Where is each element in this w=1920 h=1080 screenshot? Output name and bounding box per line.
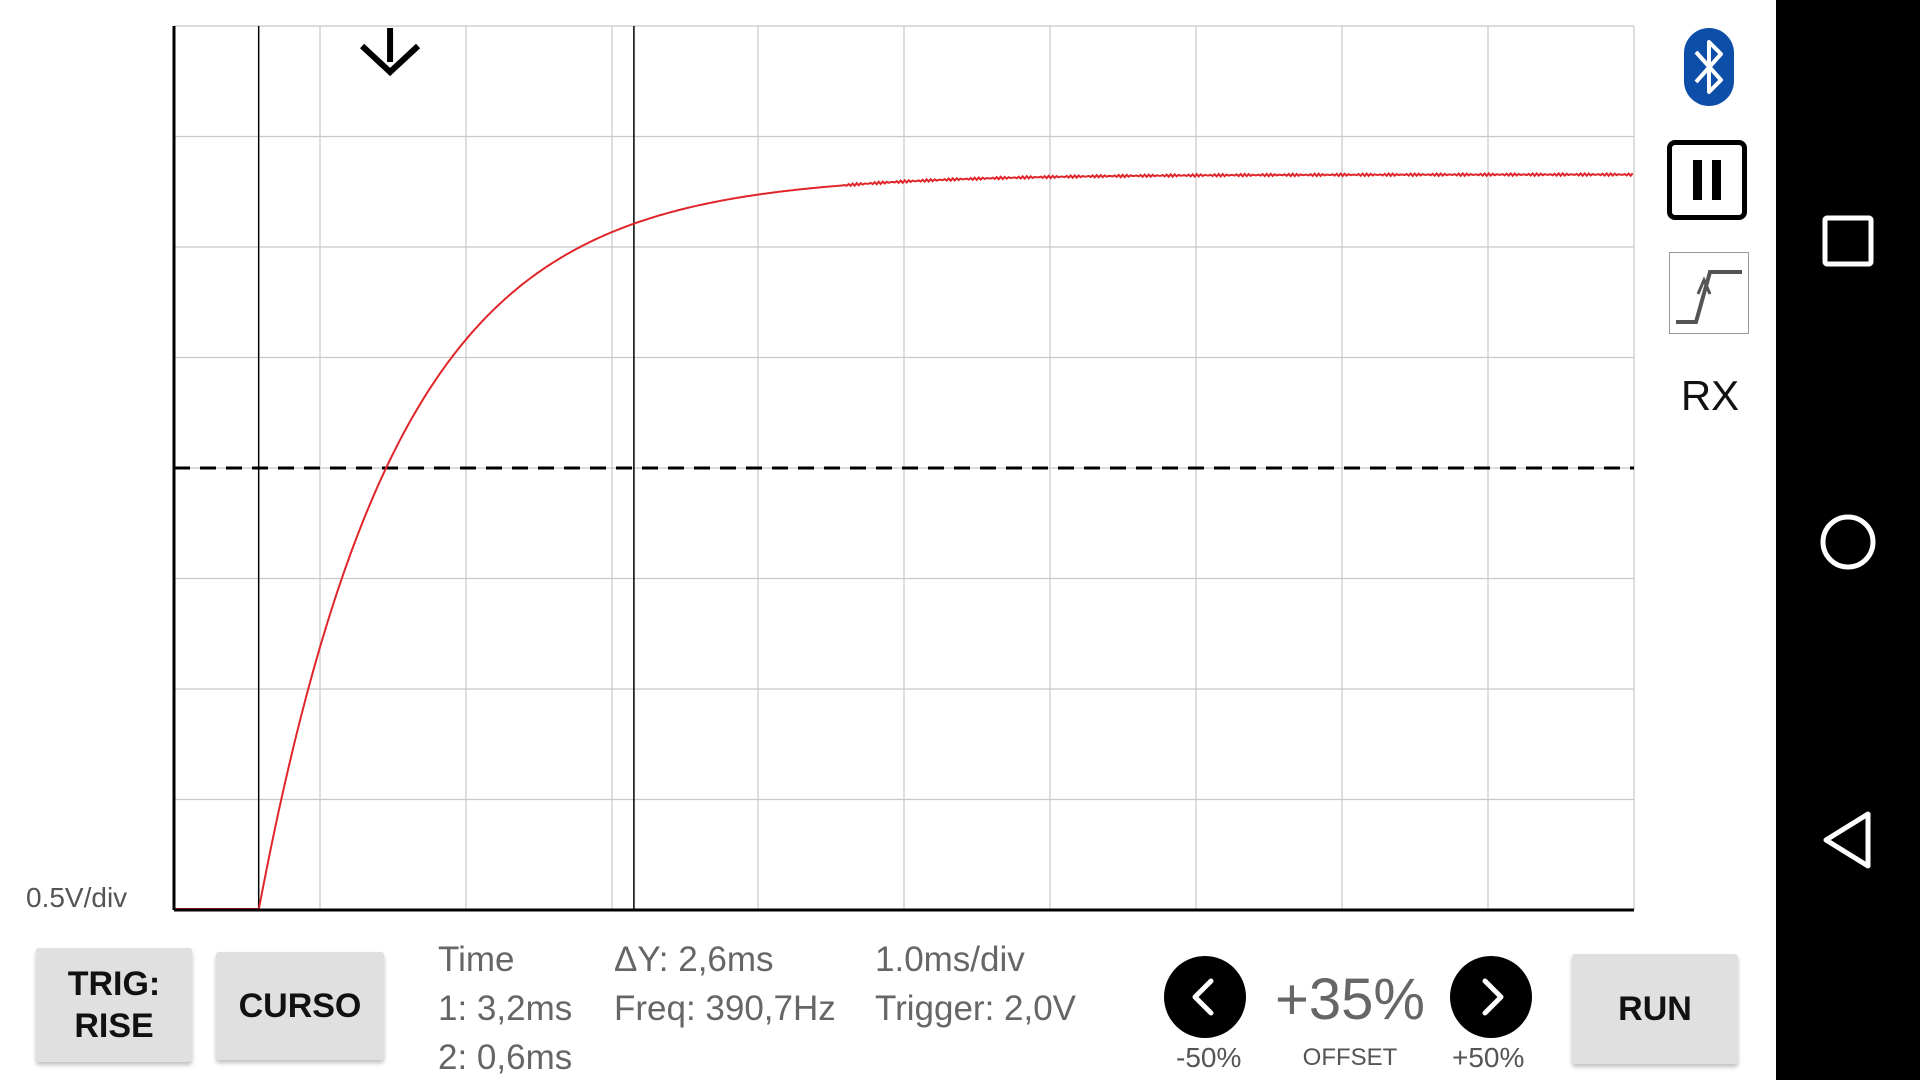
trigger-arrow-icon[interactable] [360, 28, 421, 77]
trigger-edge-button[interactable] [1669, 252, 1749, 334]
back-icon[interactable] [1820, 810, 1876, 870]
trigger-rise-icon [1676, 270, 1742, 324]
cursor-2-time: 2: 0,6ms [438, 1038, 573, 1077]
offset-decrease-button[interactable] [1164, 956, 1246, 1038]
trigger-mode-label-2: RISE [74, 1007, 154, 1045]
trigger-mode-button[interactable]: TRIG: RISE [36, 948, 192, 1062]
cursor-button[interactable]: CURSO [216, 952, 384, 1060]
cursor-1-time: 1: 3,2ms [438, 989, 573, 1028]
pause-icon [1693, 160, 1721, 200]
signal-trace [174, 171, 1634, 911]
run-button[interactable]: RUN [1572, 954, 1738, 1064]
volts-per-div-label: 0.5V/div [26, 882, 128, 913]
scope-grid [173, 25, 1635, 911]
delta-y-readout: ΔY: 2,6ms [614, 940, 774, 979]
recents-icon[interactable] [1822, 215, 1874, 267]
offset-value: +35% [1275, 967, 1425, 1032]
frequency-readout: Freq: 390,7Hz [614, 989, 836, 1028]
system-navigation-bar [1776, 0, 1920, 1080]
offset-minus-label: -50% [1176, 1042, 1242, 1073]
chevron-right-icon [1482, 978, 1504, 1016]
pause-button[interactable] [1667, 140, 1747, 220]
trigger-level-readout: Trigger: 2,0V [875, 989, 1077, 1028]
bluetooth-icon [1684, 28, 1734, 106]
time-header: Time [438, 940, 515, 979]
offset-increase-button[interactable] [1450, 956, 1532, 1038]
trigger-mode-label-1: TRIG: [67, 965, 161, 1003]
home-icon[interactable] [1818, 512, 1878, 572]
offset-plus-label: +50% [1452, 1042, 1525, 1073]
chevron-left-icon [1192, 978, 1214, 1016]
bluetooth-button[interactable] [1684, 28, 1734, 106]
oscilloscope-screen[interactable] [0, 0, 1776, 1080]
rx-indicator: RX [1680, 372, 1740, 419]
offset-label: OFFSET [1302, 1044, 1398, 1071]
timebase-readout: 1.0ms/div [875, 940, 1025, 979]
